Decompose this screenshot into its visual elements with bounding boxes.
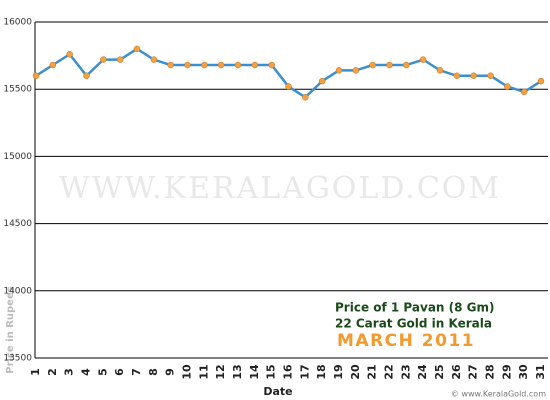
point [234, 61, 242, 69]
line [35, 47, 542, 99]
point [504, 83, 511, 90]
footer: © www.KeralaGold.com [451, 390, 546, 399]
x-tick-label: 16 [282, 364, 295, 380]
x-tick-label: 15 [265, 364, 278, 379]
point [520, 88, 528, 96]
y-tick-label: 16000 [3, 18, 32, 28]
point [470, 72, 477, 80]
point [302, 94, 309, 101]
point [32, 72, 40, 80]
y-tick-label: 14500 [3, 219, 32, 229]
x-tick-label: 24 [416, 364, 429, 380]
point [453, 72, 461, 80]
point [386, 61, 393, 69]
point [537, 77, 545, 85]
x-tick-label: 27 [467, 364, 480, 379]
x-tick-label: 10 [181, 364, 194, 380]
point [285, 83, 292, 90]
x-axis-label: Date [263, 385, 292, 398]
x-tick-label: 28 [484, 364, 497, 379]
annotation-month: MARCH 2011 [337, 331, 475, 351]
x-tick-label: 1 [29, 368, 42, 376]
point [167, 61, 174, 69]
point [100, 56, 107, 63]
y-tick-label: 15000 [3, 152, 32, 162]
point [217, 61, 225, 69]
y-axis-label: Price in Rupees [5, 286, 16, 373]
annotation: Price of 1 Pavan (8 Gm) [335, 301, 495, 315]
x-tick-label: 3 [63, 368, 76, 376]
x-tick-label: 18 [315, 364, 328, 379]
y-tick-label: 13500 [3, 354, 32, 364]
x-tick-label: 31 [534, 364, 547, 379]
annotation: 22 Carat Gold in Kerala [335, 317, 492, 331]
point [184, 61, 191, 69]
point [369, 61, 376, 69]
x-tick-label: 6 [113, 368, 126, 376]
point [83, 72, 90, 80]
x-tick-label: 26 [450, 364, 463, 380]
x-tick-label: 12 [214, 364, 227, 379]
x-tick-label: 23 [399, 364, 412, 379]
x-tick-label: 22 [383, 364, 396, 379]
point [436, 67, 444, 74]
point [66, 51, 73, 58]
x-tick-label: 7 [130, 368, 143, 376]
point [335, 67, 343, 74]
point [251, 61, 259, 69]
x-tick-label: 11 [197, 364, 210, 379]
x-tick-label: 21 [366, 364, 379, 379]
x-tick-label: 8 [147, 368, 160, 376]
y-tick-label: 14000 [3, 286, 32, 296]
point [419, 56, 427, 63]
point [133, 45, 141, 53]
point [268, 61, 275, 69]
point [150, 56, 158, 63]
x-tick-label: 9 [164, 368, 177, 376]
watermark: WWW.KERALAGOLD.COM [59, 171, 501, 206]
x-tick-label: 29 [500, 364, 513, 379]
x-tick-label: 17 [298, 364, 311, 379]
point [116, 56, 124, 63]
point [403, 61, 410, 69]
point [352, 67, 360, 74]
x-tick-label: 19 [332, 364, 345, 379]
x-tick-label: 20 [349, 364, 362, 380]
x-tick-label: 25 [433, 364, 446, 379]
point [201, 61, 208, 69]
point [487, 72, 494, 80]
x-tick-label: 2 [46, 368, 59, 376]
y-tick-label: 15500 [3, 85, 32, 95]
x-tick-label: 5 [96, 368, 109, 376]
point [318, 77, 326, 85]
point [49, 61, 57, 69]
x-tick-label: 30 [517, 364, 530, 380]
x-tick-label: 13 [231, 364, 244, 379]
x-tick-label: 14 [248, 364, 261, 380]
x-tick-label: 4 [80, 368, 93, 376]
